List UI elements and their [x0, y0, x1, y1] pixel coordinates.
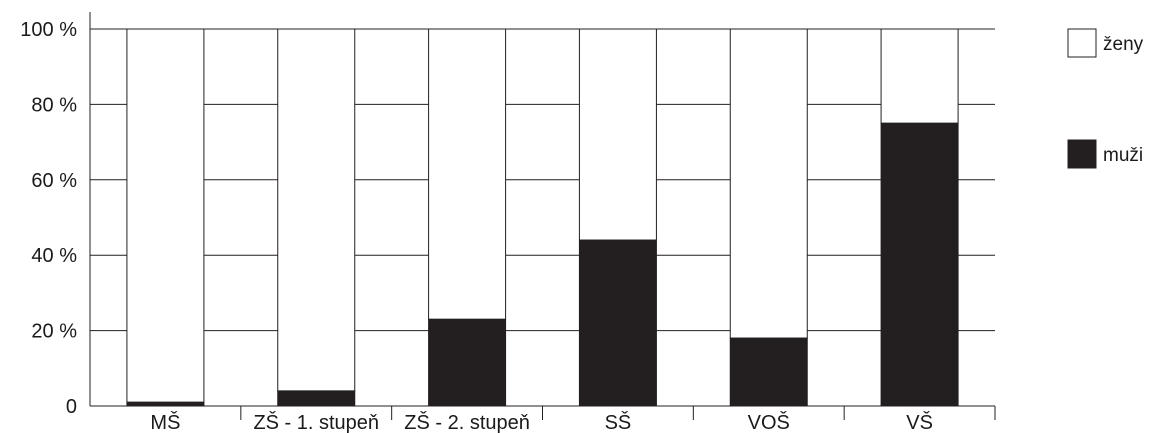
y-tick-label: 40 % [31, 245, 77, 267]
bar-zeny [578, 28, 657, 241]
x-category-label: ZŠ - 2. stupeň [404, 411, 530, 433]
bar-muzi [277, 390, 356, 407]
bar-muzi [428, 318, 507, 407]
x-category-label: SŠ [605, 411, 632, 433]
bars-group [126, 28, 959, 407]
x-category-label: VOŠ [748, 411, 790, 433]
x-category-label: ZŠ - 1. stupeň [253, 411, 379, 433]
y-tick-label: 80 % [31, 94, 77, 116]
bar-muzi [578, 239, 657, 407]
legend-label: muži [1103, 145, 1143, 166]
y-tick-labels: 0 20 % 40 % 60 % 80 % 100 % [20, 19, 77, 418]
bar-zeny [277, 28, 356, 392]
bar-zeny [428, 28, 507, 320]
bar-zeny [880, 28, 959, 124]
grid-lines [90, 28, 995, 332]
bar-zeny [729, 28, 808, 339]
y-tick-label: 60 % [31, 170, 77, 192]
bar-zeny [126, 28, 205, 403]
bar-muzi [880, 122, 959, 407]
bar-muzi [729, 337, 808, 407]
y-tick-label: 20 % [31, 321, 77, 343]
x-category-labels: MŠ ZŠ - 1. stupeň ZŠ - 2. stupeň SŠ VOŠ VŠ [150, 411, 933, 433]
axes-group [89, 12, 996, 420]
y-tick-label: 100 % [20, 19, 77, 41]
x-category-label: MŠ [150, 411, 180, 433]
legend-swatch-muzi [1067, 139, 1097, 169]
y-tick-label: 0 [66, 396, 77, 418]
legend-label: ženy [1103, 34, 1144, 55]
legend: ženy muži [1067, 28, 1144, 169]
bar-muzi [126, 401, 205, 407]
x-category-label: VŠ [906, 411, 933, 433]
legend-swatch-zeny [1067, 28, 1097, 58]
